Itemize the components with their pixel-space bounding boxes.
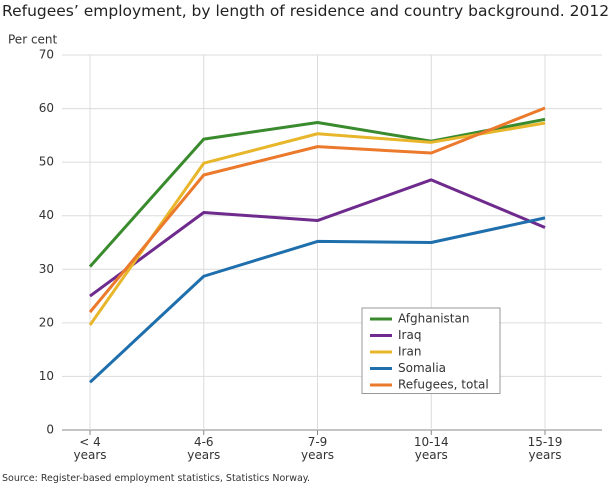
series-line xyxy=(88,106,546,314)
y-tick-label: 20 xyxy=(39,315,54,329)
y-tick-label: 30 xyxy=(39,262,54,276)
y-tick-label: 70 xyxy=(39,48,54,62)
legend-label: Afghanistan xyxy=(398,312,469,326)
y-tick-label: 40 xyxy=(39,208,54,222)
series-line xyxy=(89,178,546,298)
x-tick-label: 10-14 years xyxy=(413,435,449,462)
x-tick-label: 7-9 years xyxy=(300,435,335,462)
x-tick-label: 15-19 years xyxy=(527,435,563,462)
series-line xyxy=(88,117,546,268)
legend-label: Refugees, total xyxy=(398,378,489,392)
legend-label: Somalia xyxy=(398,361,446,375)
y-tick-label: 50 xyxy=(39,155,54,169)
legend-label: Iran xyxy=(398,345,421,359)
y-axis-label: Per cent xyxy=(8,33,58,47)
y-tick-label: 60 xyxy=(39,101,54,115)
series-line xyxy=(88,121,546,326)
x-tick-label: < 4 years xyxy=(73,435,107,462)
chart-title: Refugees’ employment, by length of resid… xyxy=(2,2,610,20)
y-tick-label: 0 xyxy=(46,423,54,437)
legend-label: Iraq xyxy=(398,328,421,342)
y-tick-label: 10 xyxy=(39,369,54,383)
source: Source: Register-based employment statis… xyxy=(2,473,311,484)
series-line xyxy=(88,216,546,384)
x-tick-label: 4-6 years xyxy=(187,435,221,462)
